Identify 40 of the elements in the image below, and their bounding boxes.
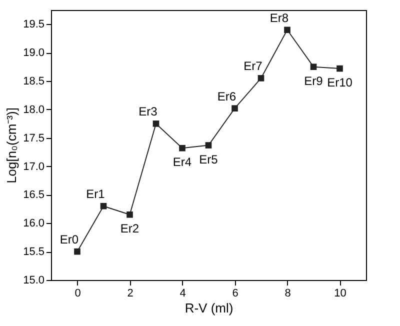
point	[232, 105, 238, 112]
point	[284, 26, 290, 34]
y-tick-label: 15.0	[23, 274, 44, 286]
annotation: Er4	[172, 155, 192, 170]
annotation: Er10	[327, 76, 353, 90]
point	[126, 211, 133, 218]
annotation: Er8	[270, 10, 289, 25]
x-tick-label: 6	[232, 288, 238, 300]
y-tick-label: 19.0	[23, 47, 44, 60]
y-tick-label: 17.5	[23, 132, 44, 144]
point	[152, 120, 160, 127]
x-tick-label: 8	[284, 288, 291, 300]
point	[100, 202, 107, 210]
annotation: Er1	[86, 187, 106, 202]
annotation: Er7	[244, 59, 263, 74]
annotation: Er9	[304, 74, 324, 88]
y-tick-label: 17.0	[23, 160, 44, 173]
x-tick-label: 2	[127, 288, 134, 300]
x-tick-label: 10	[334, 288, 346, 300]
y-tick-label: 18.5	[23, 76, 44, 88]
y-axis-title: Log[n₀(cm⁻³)]	[4, 108, 20, 184]
annotation: Er2	[120, 222, 140, 236]
point	[205, 142, 212, 148]
annotation: Er6	[217, 89, 236, 104]
x-tick-label: 4	[180, 288, 186, 300]
annotation: Er0	[60, 232, 79, 247]
y-tick-label: 16.0	[23, 218, 44, 230]
annotation: Er3	[138, 104, 158, 119]
point	[74, 248, 80, 255]
point	[310, 64, 317, 70]
point	[179, 144, 186, 152]
y-tick-label: 16.5	[23, 189, 44, 202]
y-tick-label: 18.0	[23, 104, 44, 116]
annotation: Er5	[199, 152, 218, 166]
y-tick-label: 19.5	[23, 18, 44, 31]
point	[258, 75, 264, 82]
x-tick-label: 0	[74, 288, 81, 300]
point	[336, 65, 343, 72]
y-tick-label: 15.5	[23, 246, 44, 258]
x-axis-title: R-V (ml)	[184, 300, 234, 316]
